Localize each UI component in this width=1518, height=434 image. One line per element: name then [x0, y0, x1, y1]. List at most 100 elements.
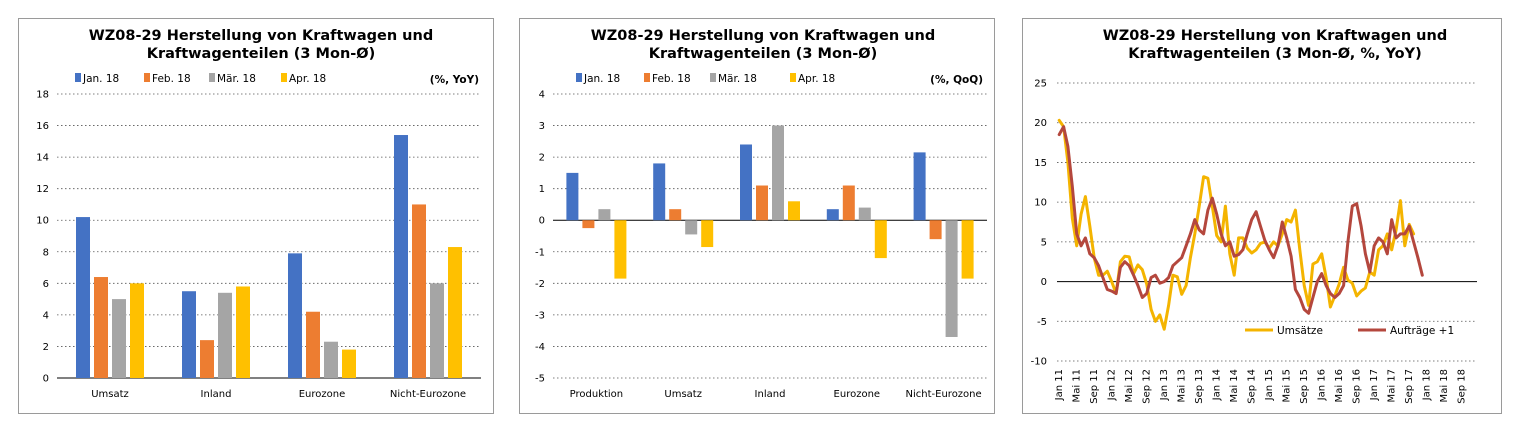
- x-tick-label: Sep 11: [1089, 369, 1100, 404]
- x-tick-label: Sep 14: [1247, 369, 1258, 404]
- grid: [553, 93, 987, 379]
- bar-apr-nicht-eurozone: [448, 247, 462, 378]
- bar-mar-nicht-eurozone: [945, 220, 958, 337]
- x-tick-label: Jan 15: [1264, 369, 1275, 401]
- category-label: Umsatz: [91, 389, 129, 400]
- x-tick-label: Mai 14: [1229, 369, 1240, 402]
- legend-swatch-apr: [281, 73, 287, 82]
- y-tick-label: -5: [535, 374, 545, 385]
- y-tick-label: 18: [36, 90, 49, 101]
- category-label: Inland: [755, 389, 786, 400]
- bar-apr-eurozone: [874, 220, 887, 259]
- y-tick-label: -3: [535, 310, 545, 321]
- x-tick-label: Sep 12: [1142, 369, 1153, 404]
- legend-swatch-jan: [75, 73, 81, 82]
- y-tick-label: 14: [36, 153, 49, 164]
- legend-label-umsaetze: Umsätze: [1277, 325, 1323, 337]
- x-tick-label: Mai 12: [1124, 369, 1135, 402]
- x-tick-label: Sep 17: [1404, 369, 1415, 404]
- legend-label-mar: Mär. 18: [217, 73, 256, 85]
- y-tick-label: -1: [535, 247, 545, 258]
- y-tick-label: 16: [36, 121, 49, 132]
- y-tick-label: 3: [539, 121, 545, 132]
- y-tick-label: 0: [539, 216, 545, 227]
- bar-feb-nicht-eurozone: [412, 204, 426, 378]
- y-tick-label: -5: [1037, 317, 1047, 328]
- bar-feb-umsatz: [669, 209, 682, 221]
- legend-label-feb: Feb. 18: [152, 73, 191, 85]
- bar-feb-eurozone: [306, 311, 320, 378]
- axis-labels: -10 -5 0 5 10 15 20 25 Jan 11 Mai 11 Sep 11 Jan 12 M…: [1031, 79, 1468, 404]
- x-tick-label: Mai 17: [1387, 369, 1398, 402]
- bar-jan-umsatz: [653, 163, 666, 221]
- bar-mar-eurozone: [324, 341, 338, 378]
- legend: Jan. 18 Feb. 18 Mär. 18 Apr. 18: [75, 73, 326, 85]
- bar-feb-inland: [200, 340, 214, 378]
- chart-title-line1: WZ08-29 Herstellung von Kraftwagen und: [1103, 28, 1447, 44]
- legend-swatch-mar: [209, 73, 215, 82]
- lines: [1057, 118, 1424, 331]
- chart-panel-yoy: WZ08-29 Herstellung von Kraftwagen und K…: [18, 18, 494, 414]
- y-tick-label: -2: [535, 279, 545, 290]
- x-tick-label: Sep 15: [1299, 369, 1310, 404]
- bar-jan-eurozone: [288, 253, 302, 378]
- y-tick-label: 0: [43, 374, 49, 385]
- series-line-auftraege: [1057, 125, 1424, 315]
- bar-mar-umsatz: [685, 220, 698, 235]
- bar-jan-umsatz: [76, 217, 90, 378]
- y-tick-label: 4: [43, 310, 49, 321]
- legend-swatch-jan: [576, 73, 582, 82]
- category-label: Eurozone: [299, 389, 346, 400]
- chart-title-line1: WZ08-29 Herstellung von Kraftwagen und: [591, 28, 935, 44]
- bar-apr-eurozone: [342, 349, 356, 378]
- chart-title-line2: Kraftwagenteilen (3 Mon-Ø): [147, 46, 376, 62]
- grid: [1057, 82, 1477, 362]
- bar-jan-produktion: [566, 172, 579, 221]
- axis-labels: 0 2 4 6 8 10 12 14 16 18 Umsatz Inland Eurozone Nicht…: [36, 90, 466, 401]
- y-tick-label: 0: [1041, 277, 1047, 288]
- legend: Umsätze Aufträge +1: [1245, 325, 1454, 337]
- legend-label-apr: Apr. 18: [289, 73, 326, 85]
- legend-swatch-feb: [144, 73, 150, 82]
- y-tick-label: -10: [1031, 357, 1047, 368]
- x-tick-label: Mai 13: [1177, 369, 1188, 402]
- bar-chart-yoy: WZ08-29 Herstellung von Kraftwagen und K…: [36, 28, 481, 401]
- bar-jan-inland: [182, 291, 196, 378]
- y-tick-label: 2: [539, 153, 545, 164]
- bar-jan-inland: [740, 144, 752, 221]
- legend-label-feb: Feb. 18: [652, 73, 691, 85]
- x-tick-label: Jan 13: [1159, 369, 1170, 401]
- unit-label: (%, QoQ): [930, 74, 983, 86]
- x-tick-label: Jan 12: [1107, 369, 1118, 401]
- bar-mar-nicht-eurozone: [430, 283, 444, 378]
- x-tick-label: Sep 16: [1352, 369, 1363, 404]
- bar-chart-qoq: WZ08-29 Herstellung von Kraftwagen und K…: [535, 28, 987, 401]
- x-tick-label: Jan 14: [1212, 369, 1223, 401]
- x-tick-label: Mai 11: [1072, 369, 1083, 402]
- y-tick-label: 8: [43, 247, 49, 258]
- legend: Jan. 18 Feb. 18 Mär. 18 Apr. 18: [576, 73, 835, 85]
- legend-label-jan: Jan. 18: [82, 73, 119, 85]
- y-tick-label: 6: [43, 279, 49, 290]
- y-tick-label: 2: [43, 342, 49, 353]
- bars: [566, 125, 974, 337]
- y-tick-label: 20: [1034, 118, 1047, 129]
- bars: [76, 135, 462, 378]
- bar-apr-produktion: [614, 220, 627, 279]
- bar-apr-nicht-eurozone: [961, 220, 974, 279]
- x-tick-label: Mai 16: [1334, 369, 1345, 402]
- y-tick-label: 25: [1034, 79, 1047, 90]
- category-label: Nicht-Eurozone: [906, 389, 982, 400]
- grid: [57, 93, 481, 379]
- y-tick-label: 5: [1041, 237, 1047, 248]
- y-tick-label: 10: [36, 216, 49, 227]
- x-tick-label: Sep 18: [1457, 369, 1468, 404]
- bar-mar-produktion: [598, 209, 611, 221]
- x-tick-label: Jan 16: [1317, 369, 1328, 401]
- bar-jan-nicht-eurozone: [394, 135, 408, 378]
- chart-title-line2: Kraftwagenteilen (3 Mon-Ø): [649, 46, 878, 62]
- axis-labels: -5 -4 -3 -2 -1 0 1 2 3 4 Produktion Umsatz Inland Eur…: [535, 90, 982, 401]
- category-label: Nicht-Eurozone: [390, 389, 466, 400]
- bar-apr-inland: [236, 286, 250, 378]
- line-chart-yoy: WZ08-29 Herstellung von Kraftwagen und K…: [1031, 28, 1477, 404]
